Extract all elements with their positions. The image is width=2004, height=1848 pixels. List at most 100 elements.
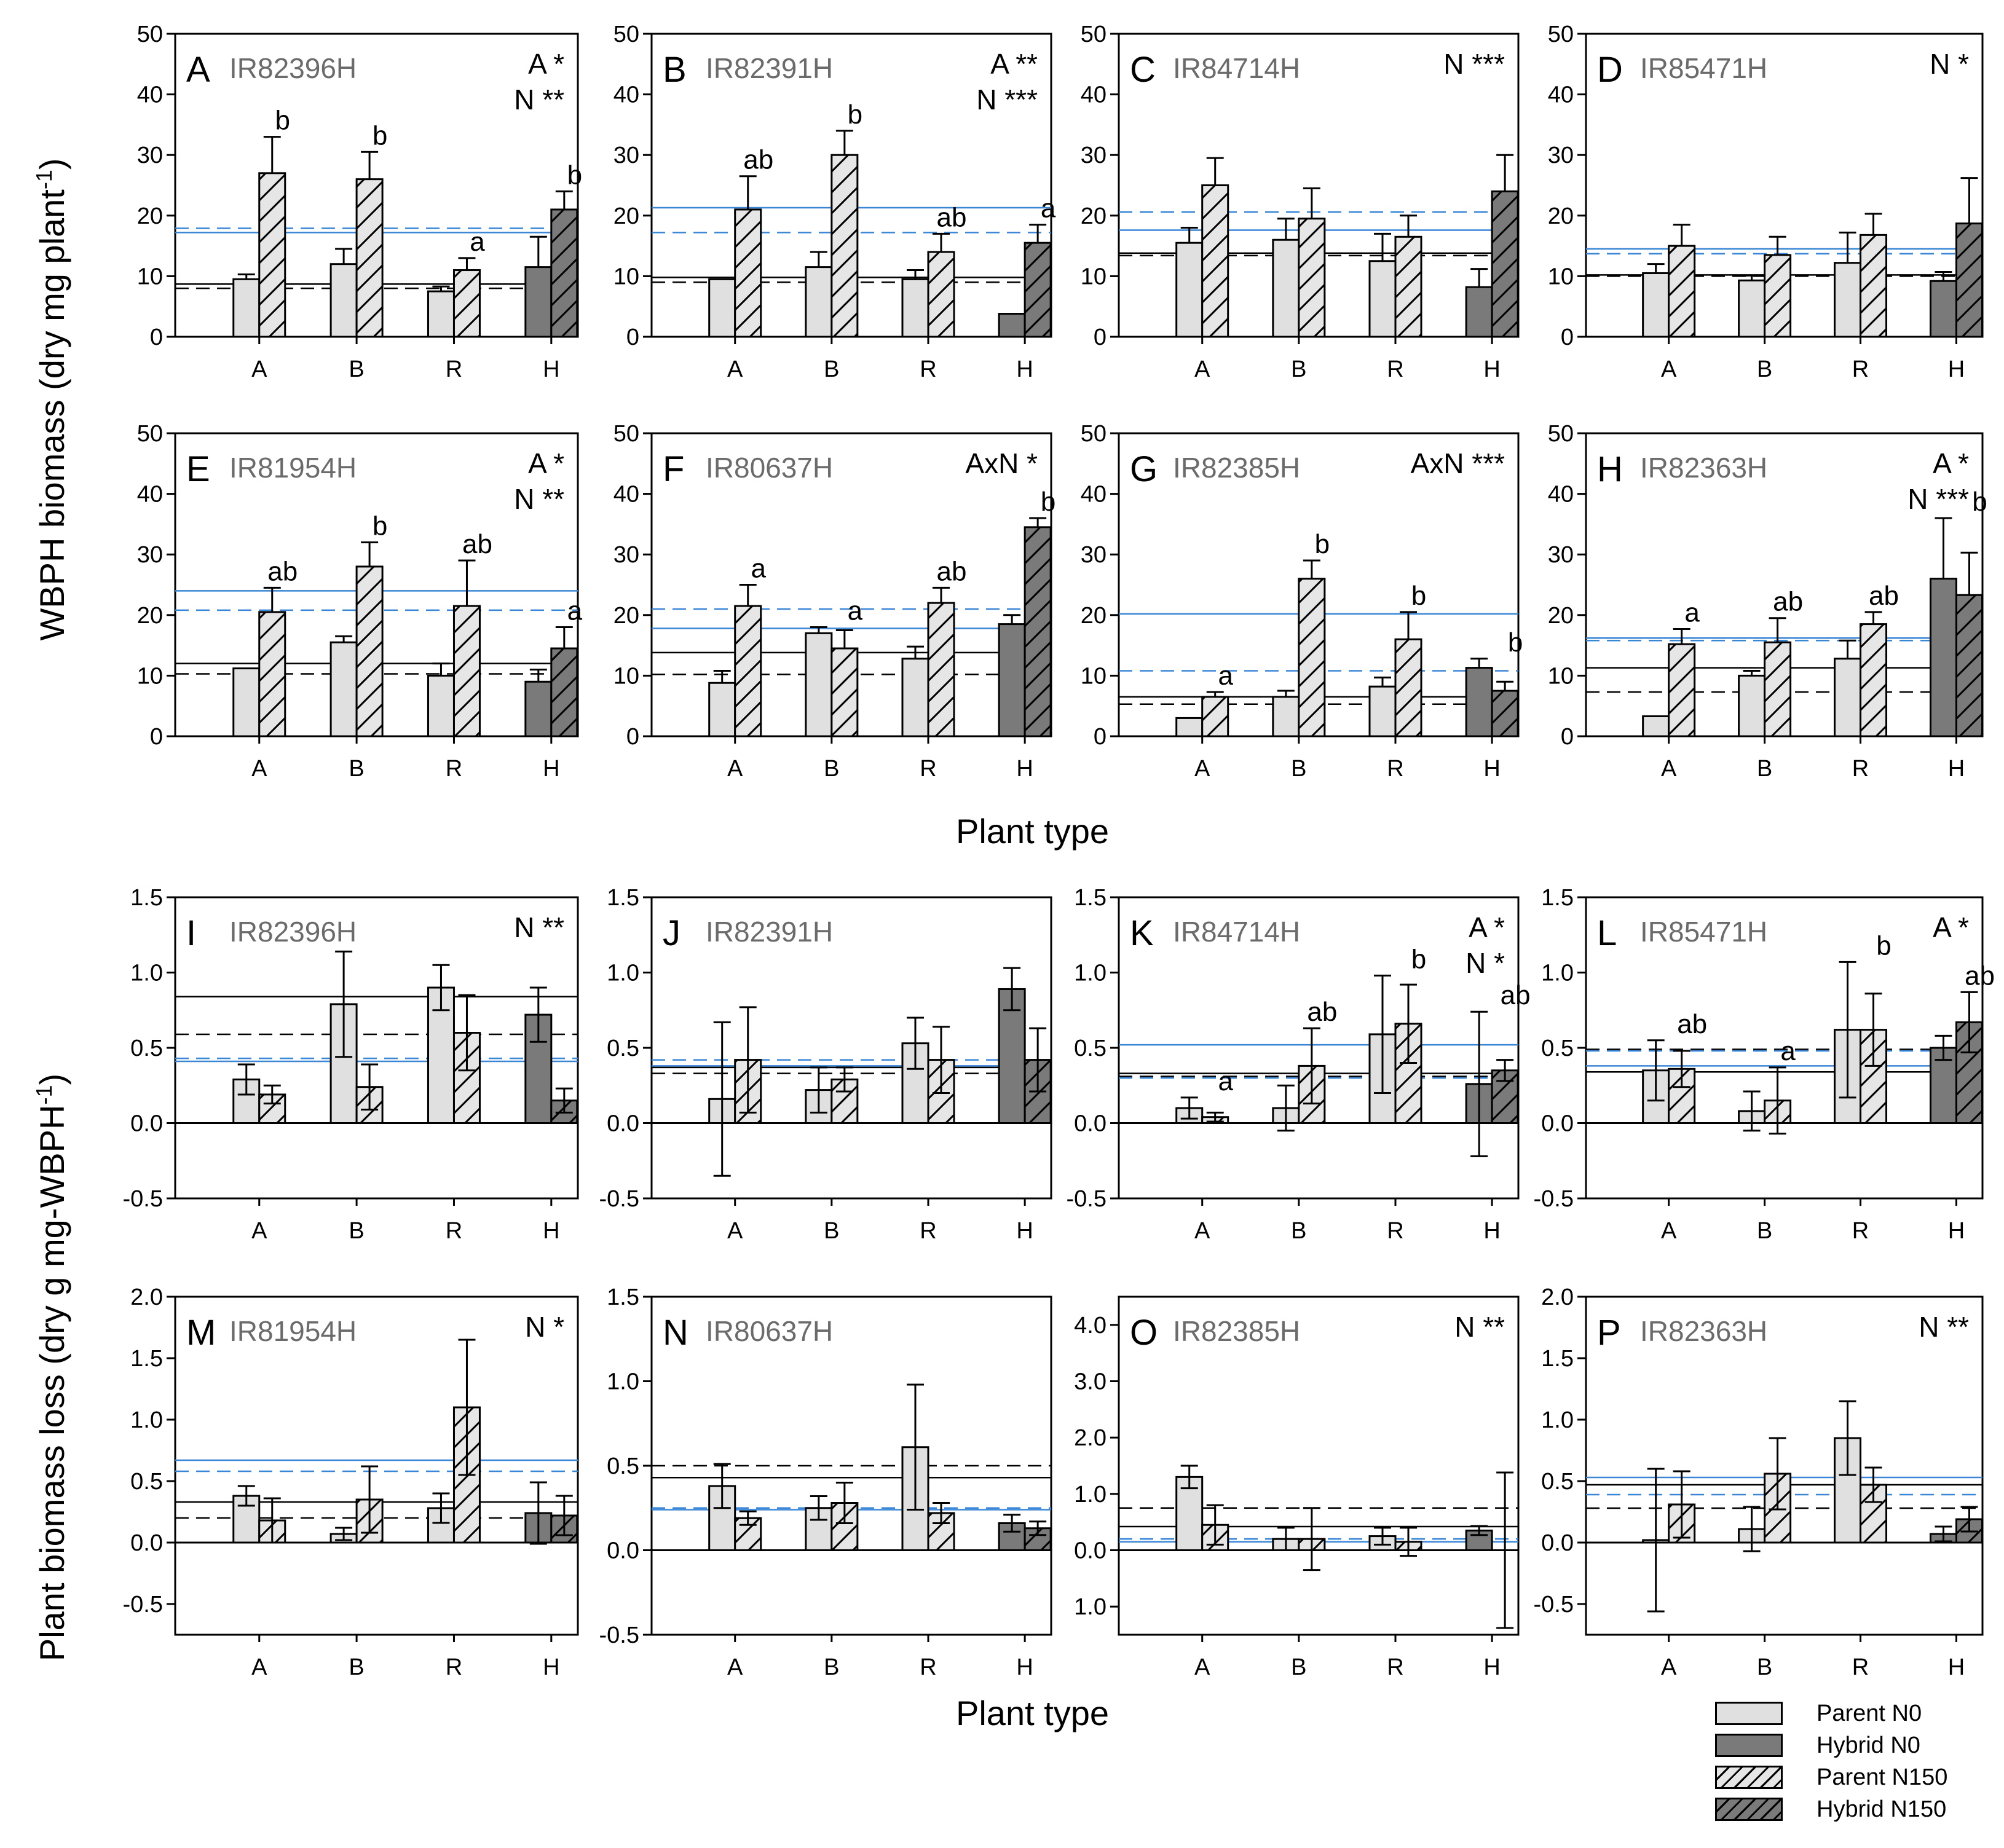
panel-p-xtick-label: A — [1661, 1654, 1677, 1680]
panel-i-stat: N ** — [514, 911, 564, 943]
panel-c-ytick-label: 40 — [1081, 82, 1107, 108]
panel-l-stat: A * — [1933, 911, 1969, 943]
panel-d-bar-n150-a — [1668, 245, 1696, 338]
panel-b: 0 10 20 30 40 50 Aab Bb Rab Ha B IR82391H A ** N *** — [613, 22, 1056, 382]
panel-g-bar-n0-h — [1465, 667, 1493, 737]
panel-k-stat: A * — [1469, 911, 1505, 943]
top-x-axis-title: Plant type — [956, 812, 1110, 851]
legend-label-hybrid-n0: Hybrid N0 — [1817, 1732, 1920, 1758]
panel-j-xtick-label: H — [1016, 1218, 1033, 1244]
top-y-axis-text: WBPH biomass (dry mg plant — [32, 189, 71, 641]
panel-a-bar-n0-r — [427, 290, 455, 338]
legend-swatch-parent-n0 — [1715, 1702, 1783, 1725]
panel-b-xtick-label: H — [1016, 356, 1033, 382]
panel-b-sig-letter: ab — [743, 145, 773, 175]
panel-b-ytick-label: 50 — [613, 22, 639, 47]
panel-e-xtick-label: B — [349, 756, 364, 782]
panel-m-ytick-label: 0.0 — [130, 1530, 163, 1556]
panel-d-ytick-label: 30 — [1548, 143, 1574, 168]
legend-label-parent-n150: Parent N150 — [1817, 1764, 1948, 1790]
panel-o-stat: N ** — [1454, 1311, 1505, 1343]
panel-f-ytick-label: 10 — [613, 663, 639, 689]
panel-k-title: IR84714H — [1173, 916, 1300, 948]
panel-c-bar-n150-h — [1491, 190, 1519, 338]
panel-l-sig-letter: a — [1780, 1036, 1796, 1066]
panel-f-bar-n150-r — [927, 602, 955, 737]
panel-m-xtick-label: R — [446, 1654, 462, 1680]
panel-h-xtick-label: R — [1852, 756, 1869, 782]
panel-h-bar-n150-r — [1860, 623, 1888, 737]
panel-d-ytick-label: 50 — [1548, 22, 1574, 47]
panel-a-ytick-label: 40 — [137, 82, 163, 108]
panel-o-letter: O — [1130, 1313, 1158, 1353]
legend-item-hybrid-n0: Hybrid N0 — [1715, 1731, 1986, 1760]
panel-n-ytick-label: 0.5 — [607, 1453, 639, 1479]
panel-a-ytick-label: 0 — [150, 324, 163, 350]
panel-e-bar-n0-a — [232, 667, 261, 737]
panel-l-sig-letter: b — [1876, 930, 1891, 961]
panel-c-ytick-label: 0 — [1094, 324, 1107, 350]
bottom-y-axis-title: Plant biomass loss (dry g mg-WBPH-1) — [31, 1074, 72, 1661]
panel-e-title: IR81954H — [229, 452, 357, 484]
panel-g-sig-letter: a — [1218, 661, 1233, 691]
panel-g-bar-n150-a — [1201, 696, 1229, 737]
panel-h-bar-n0-r — [1834, 658, 1862, 737]
panel-g-ytick-label: 50 — [1081, 421, 1107, 447]
panel-a-bar-n150-r — [452, 269, 481, 338]
panel-c-bar-n0-a — [1175, 242, 1204, 338]
panel-f-ytick-label: 40 — [613, 482, 639, 508]
panel-g-sig-letter: b — [1315, 529, 1330, 559]
panel-h-ytick-label: 40 — [1548, 482, 1574, 508]
panel-l-xtick-label: H — [1948, 1218, 1965, 1244]
panel-c-bar-n0-r — [1368, 260, 1397, 338]
panel-a-sig-letter: b — [567, 160, 582, 190]
panel-j-ytick-label: 0.0 — [607, 1111, 639, 1137]
panel-h-bar-n150-b — [1764, 641, 1792, 737]
bottom-y-axis-text: Plant biomass loss (dry g mg-WBPH — [32, 1104, 71, 1662]
panel-h-sig-letter: ab — [1869, 581, 1899, 611]
panel-b-ytick-label: 20 — [613, 203, 639, 229]
panel-n: -0.5 0.0 0.5 1.0 1.5 A B R H N IR80637H — [599, 1284, 1052, 1680]
panels-group: 0 10 20 30 40 50 Ab Bb Ra Hb A IR82396H A * N ** 0 10 20… — [123, 22, 1995, 1680]
panel-f-ytick-label: 20 — [613, 603, 639, 629]
panel-e-sig-letter: b — [373, 511, 387, 541]
panel-j-title: IR82391H — [706, 916, 833, 948]
panel-p: -0.5 0.0 0.5 1.0 1.5 2.0 A B R H P IR82363H N ** — [1534, 1284, 1984, 1680]
panel-f-ytick-label: 0 — [626, 724, 639, 750]
panel-n-title: IR80637H — [706, 1315, 833, 1347]
panel-p-frame — [1585, 1296, 1984, 1636]
panel-f-xtick-label: R — [920, 756, 936, 782]
panel-d-ytick-label: 0 — [1561, 324, 1574, 350]
panel-i-letter: I — [186, 913, 196, 953]
panel-f-title: IR80637H — [706, 452, 833, 484]
panel-m-xtick-label: A — [251, 1654, 267, 1680]
panel-f: 0 10 20 30 40 50 Aa Ba Rab Hb F IR80637H AxN * — [613, 421, 1056, 782]
panel-n-xtick-label: R — [920, 1654, 936, 1680]
panel-n-ytick-label: 1.0 — [607, 1369, 639, 1395]
panel-k-stat: N * — [1466, 947, 1505, 979]
panel-f-bar-n150-h — [1024, 526, 1052, 737]
panel-h-stat: N *** — [1907, 483, 1969, 515]
panel-k-xtick-label: R — [1387, 1218, 1403, 1244]
panel-b-bar-n0-h — [998, 313, 1026, 338]
panel-k-ytick-label: 1.0 — [1074, 961, 1107, 986]
top-y-axis-title: WBPH biomass (dry mg plant-1) — [31, 158, 72, 640]
panel-o-ytick-label: 4.0 — [1074, 1313, 1107, 1339]
panel-i-ytick-label: 0.5 — [130, 1036, 163, 1061]
panel-b-ytick-label: 40 — [613, 82, 639, 108]
panel-c-bar-n150-a — [1201, 184, 1229, 338]
panel-b-bar-n150-b — [830, 154, 859, 338]
panel-k-ytick-label: 0.5 — [1074, 1036, 1107, 1061]
panel-d-letter: D — [1597, 50, 1623, 90]
panel-a-bar-n150-a — [258, 172, 286, 338]
panel-g-ytick-label: 20 — [1081, 603, 1107, 629]
panel-d-bar-n0-b — [1738, 279, 1766, 338]
panel-e-sig-letter: a — [567, 596, 583, 626]
panel-b-ytick-label: 0 — [626, 324, 639, 350]
panel-a-xtick-label: H — [543, 356, 559, 382]
panel-p-letter: P — [1597, 1313, 1621, 1353]
panel-e-bar-n0-h — [524, 680, 553, 737]
panel-k-sig-letter: a — [1218, 1066, 1233, 1096]
panel-c-ytick-label: 50 — [1081, 22, 1107, 47]
panel-l-xtick-label: R — [1852, 1218, 1869, 1244]
